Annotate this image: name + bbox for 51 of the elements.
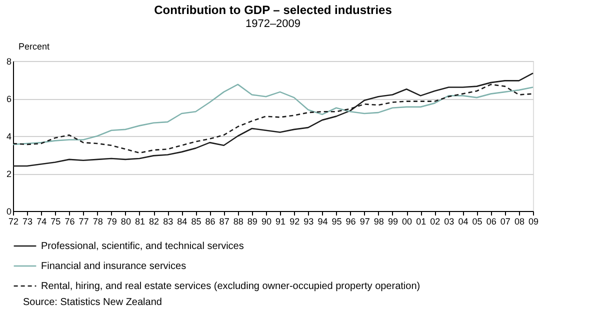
x-tick-label: 88 bbox=[233, 216, 244, 226]
x-tick-label: 05 bbox=[472, 216, 482, 226]
x-tick-label: 03 bbox=[444, 216, 454, 226]
chart-subtitle: 1972–2009 bbox=[245, 18, 301, 30]
x-tick-label: 87 bbox=[219, 216, 230, 226]
x-tick-label: 74 bbox=[36, 216, 47, 226]
x-tick-label: 97 bbox=[360, 216, 370, 226]
chart-title: Contribution to GDP – selected industries bbox=[154, 3, 392, 17]
x-tick-label: 99 bbox=[388, 216, 398, 226]
x-tick-label: 81 bbox=[134, 216, 145, 226]
x-tick-label: 06 bbox=[486, 216, 496, 226]
x-tick-label: 92 bbox=[290, 216, 300, 226]
x-tick-label: 96 bbox=[346, 216, 356, 226]
x-tick-label: 77 bbox=[78, 216, 89, 226]
x-tick-label: 98 bbox=[374, 216, 384, 226]
x-tick-label: 73 bbox=[22, 216, 33, 226]
x-tick-label: 00 bbox=[402, 216, 412, 226]
legend-label: Professional, scientific, and technical services bbox=[41, 241, 244, 252]
y-tick-label: 2 bbox=[6, 169, 12, 179]
x-tick-label: 04 bbox=[458, 216, 468, 226]
legend-label: Financial and insurance services bbox=[41, 261, 186, 272]
x-tick-label: 72 bbox=[8, 216, 19, 226]
x-tick-label: 08 bbox=[514, 216, 524, 226]
y-axis-title: Percent bbox=[18, 42, 50, 52]
x-tick-label: 76 bbox=[64, 216, 75, 226]
x-tick-label: 95 bbox=[332, 216, 342, 226]
x-tick-label: 94 bbox=[318, 216, 328, 226]
y-tick-label: 6 bbox=[6, 94, 12, 104]
x-tick-label: 89 bbox=[247, 216, 258, 226]
x-tick-label: 79 bbox=[106, 216, 117, 226]
x-tick-label: 91 bbox=[276, 216, 286, 226]
x-tick-label: 82 bbox=[149, 216, 160, 226]
source-note: Source: Statistics New Zealand bbox=[23, 297, 162, 308]
x-tick-label: 93 bbox=[304, 216, 314, 226]
line-series bbox=[12, 72, 534, 167]
x-tick-label: 86 bbox=[205, 216, 216, 226]
x-tick-label: 75 bbox=[50, 216, 61, 226]
y-tick-label: 0 bbox=[6, 206, 12, 216]
x-tick-label: 90 bbox=[261, 216, 272, 226]
x-tick-label: 01 bbox=[416, 216, 426, 226]
x-tick-label: 85 bbox=[191, 216, 202, 226]
x-tick-label: 84 bbox=[177, 216, 188, 226]
x-tick-label: 09 bbox=[528, 216, 539, 226]
x-tick-label: 80 bbox=[120, 216, 131, 226]
x-tick-label: 02 bbox=[430, 216, 440, 226]
x-tick-label: 78 bbox=[92, 216, 103, 226]
y-tick-label: 8 bbox=[6, 56, 12, 66]
x-tick-label: 07 bbox=[500, 216, 510, 226]
y-tick-label: 4 bbox=[6, 132, 12, 142]
x-tick-label: 83 bbox=[163, 216, 174, 226]
legend-label: Rental, hiring, and real estate services (excluding owner-occupied property operation) bbox=[41, 281, 420, 292]
